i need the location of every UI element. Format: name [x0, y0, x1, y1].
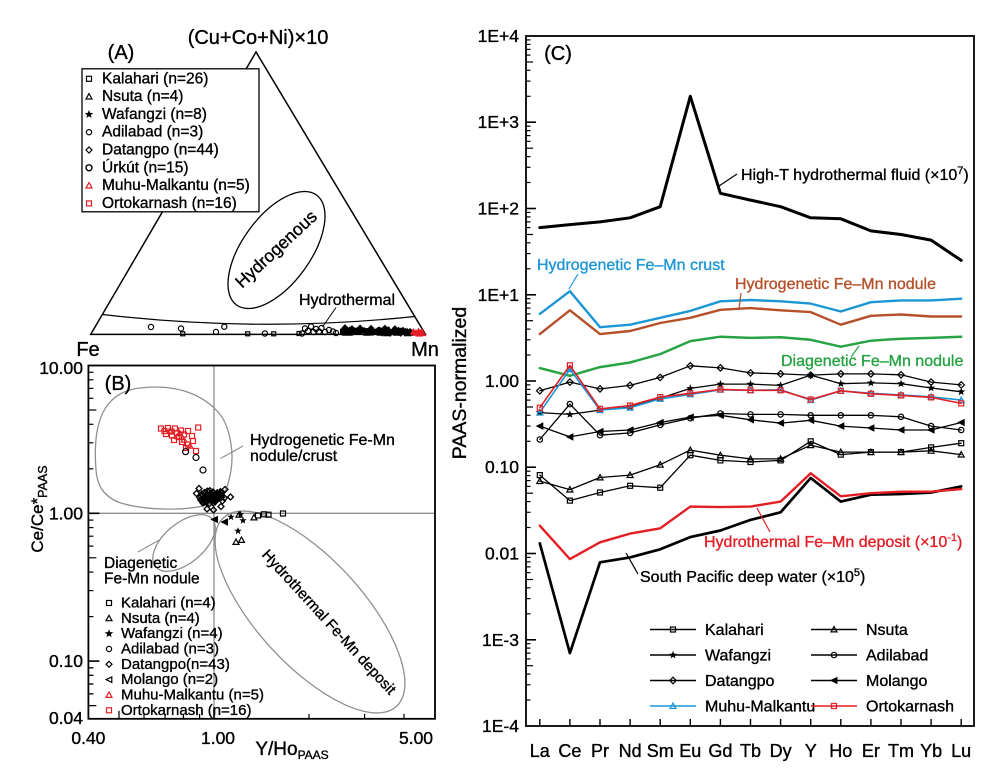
svg-text:Tm: Tm [888, 741, 914, 761]
svg-text:Diagenetic Fe–Mn nodule: Diagenetic Fe–Mn nodule [781, 353, 963, 370]
svg-text:Gd: Gd [708, 741, 732, 761]
svg-text:Datangpo: Datangpo [705, 673, 774, 690]
svg-text:1E+2: 1E+2 [478, 199, 519, 219]
svg-text:5.00: 5.00 [399, 728, 433, 748]
svg-text:Ce: Ce [558, 741, 581, 761]
svg-text:Datangpo(n=43): Datangpo(n=43) [121, 656, 230, 673]
svg-text:(A): (A) [108, 42, 135, 64]
svg-text:Hydrogenetic Fe–Mn nodule: Hydrogenetic Fe–Mn nodule [735, 276, 936, 293]
svg-text:(C): (C) [544, 43, 572, 65]
svg-text:Úrkút (n=15): Úrkút (n=15) [102, 159, 189, 176]
svg-text:Hydrothermal: Hydrothermal [299, 292, 395, 309]
svg-text:(B): (B) [105, 373, 132, 395]
svg-text:Nsuta: Nsuta [866, 622, 908, 639]
svg-text:Ortokarnash (n=16): Ortokarnash (n=16) [102, 195, 237, 212]
svg-text:(Cu+Co+Ni)×10: (Cu+Co+Ni)×10 [188, 27, 329, 49]
svg-text:Hydrogenetic Fe-Mn: Hydrogenetic Fe-Mn [250, 432, 395, 449]
svg-text:Muhu-Malkantu (n=5): Muhu-Malkantu (n=5) [121, 687, 264, 704]
svg-text:Fe: Fe [76, 339, 99, 361]
svg-text:High-T hydrothermal fluid (×10: High-T hydrothermal fluid (×107) [741, 165, 969, 184]
svg-text:Ho: Ho [829, 741, 852, 761]
svg-text:1E+1: 1E+1 [478, 285, 519, 305]
svg-text:Hydrothermal Fe–Mn deposit (×1: Hydrothermal Fe–Mn deposit (×10-1) [704, 532, 962, 551]
svg-text:La: La [530, 741, 551, 761]
svg-text:Adilabad (n=3): Adilabad (n=3) [121, 641, 219, 658]
svg-text:Dy: Dy [770, 741, 792, 761]
svg-text:Ortokarnash: Ortokarnash [866, 699, 954, 716]
svg-text:Wafangzi: Wafangzi [705, 648, 771, 665]
svg-text:PAAS-normalized: PAAS-normalized [449, 307, 471, 459]
svg-text:1.00: 1.00 [49, 503, 83, 523]
svg-text:Fe-Mn nodule: Fe-Mn nodule [104, 571, 200, 588]
svg-text:Y: Y [805, 741, 817, 761]
svg-text:Adilabad: Adilabad [866, 648, 928, 665]
svg-text:10.00: 10.00 [39, 358, 83, 378]
svg-text:Nsuta (n=4): Nsuta (n=4) [121, 610, 200, 627]
svg-text:Er: Er [862, 741, 880, 761]
svg-text:0.40: 0.40 [71, 728, 105, 748]
svg-text:0.04: 0.04 [49, 708, 83, 728]
svg-text:South Pacific deep water (×105: South Pacific deep water (×105) [640, 567, 865, 586]
svg-text:Eu: Eu [679, 741, 701, 761]
svg-text:1.00: 1.00 [485, 371, 519, 391]
svg-text:Wafangzi (n=8): Wafangzi (n=8) [102, 106, 207, 123]
svg-text:nodule/crust: nodule/crust [250, 448, 338, 465]
svg-text:Diagenetic: Diagenetic [104, 555, 177, 572]
svg-text:Muhu-Malkantu (n=5): Muhu-Malkantu (n=5) [102, 177, 250, 194]
svg-text:0.10: 0.10 [485, 457, 519, 477]
svg-text:Datangpo (n=44): Datangpo (n=44) [102, 142, 219, 159]
svg-text:Muhu-Malkantu: Muhu-Malkantu [705, 699, 815, 716]
svg-text:Hydrogenetic Fe–Mn crust: Hydrogenetic Fe–Mn crust [537, 257, 725, 274]
svg-text:Nsuta (n=4): Nsuta (n=4) [102, 88, 183, 105]
svg-text:Sm: Sm [647, 741, 674, 761]
svg-text:Pr: Pr [591, 741, 609, 761]
svg-text:Yb: Yb [920, 741, 942, 761]
svg-text:1E-3: 1E-3 [482, 630, 519, 650]
svg-text:Kalahari (n=26): Kalahari (n=26) [102, 70, 208, 87]
svg-text:1E-4: 1E-4 [482, 716, 519, 736]
svg-text:Kalahari (n=4): Kalahari (n=4) [121, 595, 216, 612]
svg-text:Wafangzi (n=4): Wafangzi (n=4) [121, 625, 223, 642]
svg-text:Molango: Molango [866, 673, 927, 690]
svg-text:1E+3: 1E+3 [478, 112, 519, 132]
svg-text:Molango (n=2): Molango (n=2) [121, 671, 218, 688]
svg-text:1.00: 1.00 [201, 728, 235, 748]
svg-text:Mn: Mn [411, 339, 439, 361]
svg-text:1E+4: 1E+4 [478, 26, 520, 46]
svg-text:0.01: 0.01 [485, 544, 519, 564]
svg-text:Kalahari: Kalahari [705, 622, 764, 639]
svg-text:Ortokarnash (n=16): Ortokarnash (n=16) [121, 702, 251, 719]
svg-text:Lu: Lu [951, 741, 971, 761]
svg-text:Nd: Nd [619, 741, 642, 761]
svg-text:Adilabad (n=3): Adilabad (n=3) [102, 124, 203, 141]
svg-text:Tb: Tb [740, 741, 761, 761]
svg-text:0.10: 0.10 [49, 651, 83, 671]
